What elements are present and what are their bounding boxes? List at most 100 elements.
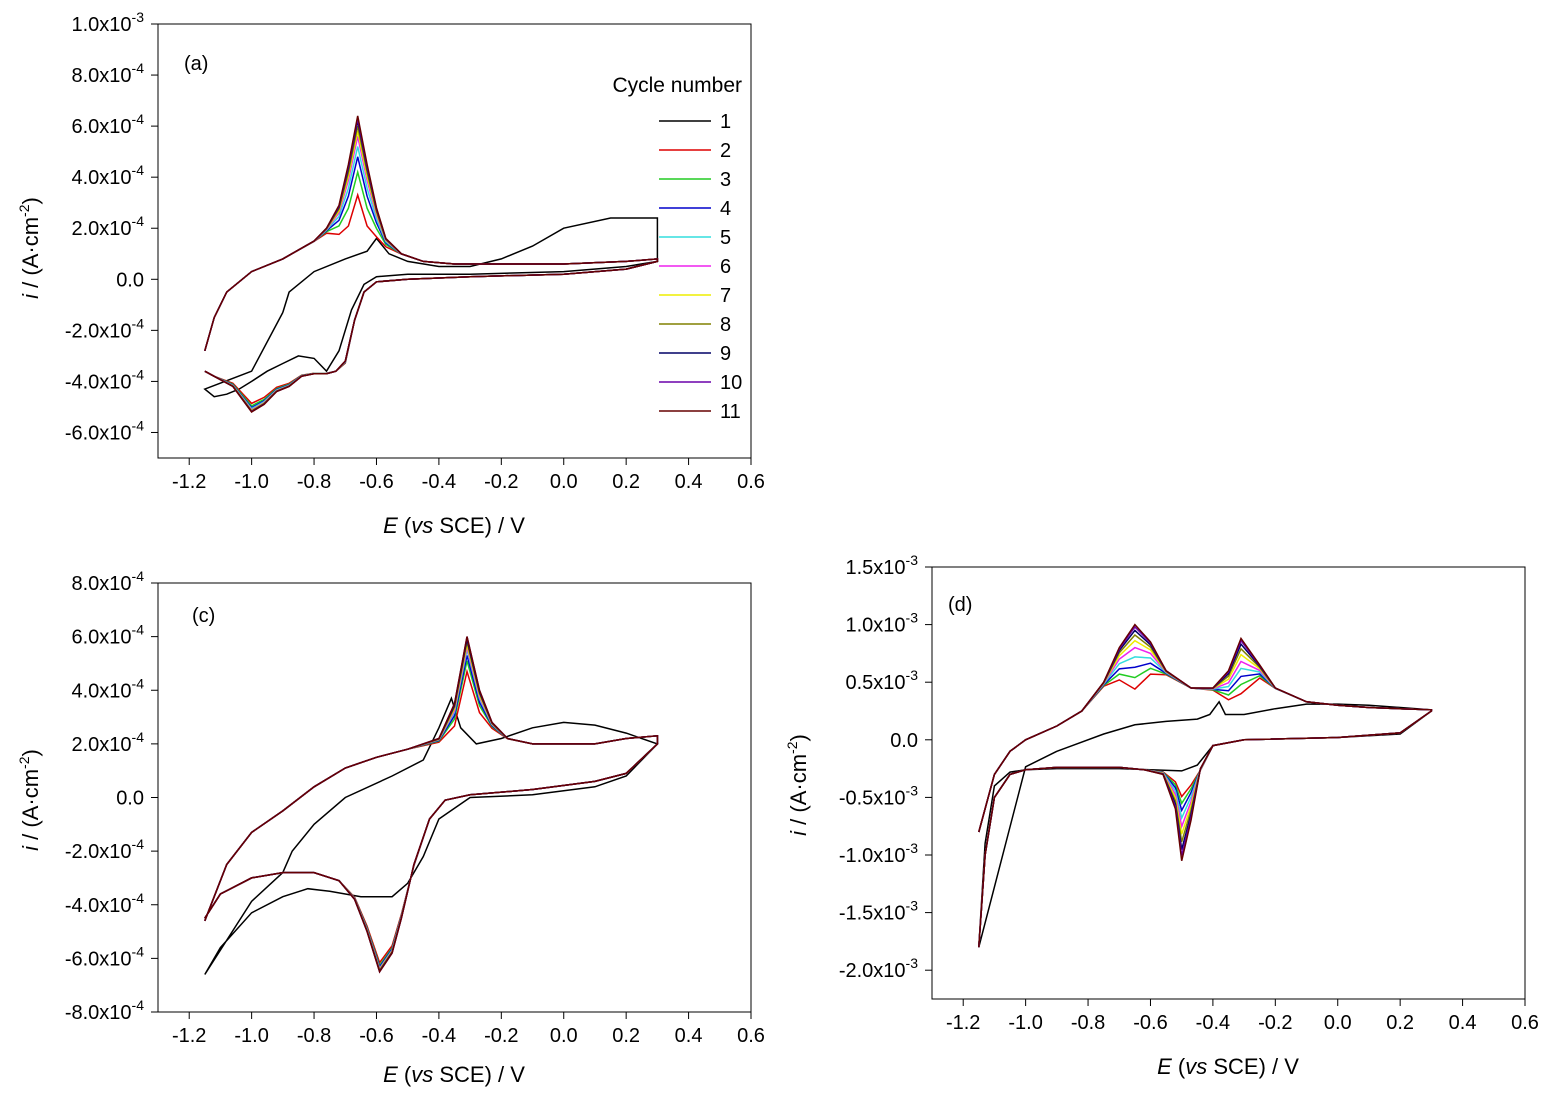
x-axis: -1.2 -1.0 -0.8 -0.6 -0.4 -0.2 0.0 0.2 0.4 0.6 (172, 1012, 765, 1047)
x-tick-label: -0.8 (1071, 1012, 1105, 1034)
y-tick-label: 0.0 (890, 730, 918, 752)
y-axis-title-exp: -2 (784, 741, 800, 754)
y-tick-label: 1.0x10-3 (71, 9, 144, 36)
y-tick-label: 8.0x10-4 (71, 568, 144, 595)
y-axis-title-var: i (18, 845, 43, 851)
series-layer (203, 115, 659, 413)
legend: Cycle number 1 2 3 4 5 6 7 8 9 10 11 (612, 74, 742, 423)
y-tick-label: -8.0x10-4 (65, 997, 144, 1024)
legend-label: 2 (720, 140, 731, 162)
series-line-cycle-6 (204, 647, 659, 971)
x-tick-label: -1.0 (234, 471, 268, 493)
x-axis-title: E (vs SCE) / V (1157, 1054, 1299, 1079)
x-tick-label: 0.4 (1449, 1012, 1477, 1034)
y-tick-label: -6.0x10-4 (65, 417, 144, 444)
legend-label: 5 (720, 227, 731, 249)
y-axis-title-var: i (18, 293, 43, 299)
y-tick-label: 6.0x10-4 (71, 111, 144, 138)
y-axis-title-close: ) (18, 197, 43, 204)
series-line-cycle-4 (978, 662, 1433, 948)
series-line-cycle-11 (978, 623, 1433, 948)
series-line-cycle-4 (204, 156, 659, 409)
y-axis: -6.0x10-4 -4.0x10-4 -2.0x10-4 0.0 2.0x10-4 4.… (65, 9, 158, 444)
series-line-cycle-11 (204, 115, 659, 413)
y-tick-label: -6.0x10-4 (65, 943, 144, 970)
x-axis-title-vs: vs (1185, 1054, 1207, 1079)
y-tick-label: 2.0x10-4 (71, 729, 144, 756)
x-axis-title-vs: vs (411, 1062, 433, 1087)
x-tick-label: -1.2 (946, 1012, 980, 1034)
series-layer (978, 623, 1433, 948)
y-tick-label: -4.0x10-4 (65, 890, 144, 917)
series-line-cycle-1 (204, 696, 659, 975)
legend-label: 8 (720, 314, 731, 336)
series-line-cycle-8 (978, 633, 1433, 948)
y-tick-label: -4.0x10-4 (65, 366, 144, 393)
series-line-cycle-2 (978, 673, 1433, 948)
legend-items: 1 2 3 4 5 6 7 8 9 10 11 (659, 111, 742, 423)
x-axis-title-unit: SCE) / V (433, 1062, 525, 1087)
x-axis: -1.2 -1.0 -0.8 -0.6 -0.4 -0.2 0.0 0.2 0.4 0.6 (946, 999, 1539, 1034)
chart-panel-a: -1.2 -1.0 -0.8 -0.6 -0.4 -0.2 0.0 0.2 0.4 0.6 -6.… (16, 9, 765, 538)
legend-label: 7 (720, 285, 731, 307)
legend-label: 4 (720, 198, 731, 220)
series-line-cycle-11 (204, 636, 659, 974)
x-tick-label: 0.6 (1511, 1012, 1539, 1034)
legend-label: 6 (720, 256, 731, 278)
y-axis: -8.0x10-4 -6.0x10-4 -4.0x10-4 -2.0x10-4 0.0 2… (65, 568, 158, 1024)
series-layer (204, 636, 659, 975)
chart-panel-c: -1.2 -1.0 -0.8 -0.6 -0.4 -0.2 0.0 0.2 0.4 0.6 -8.… (16, 568, 765, 1087)
y-tick-label: -1.0x10-3 (839, 840, 918, 867)
y-axis-title-var: i (786, 830, 811, 836)
series-line-cycle-5 (204, 649, 659, 970)
x-tick-label: 0.2 (612, 471, 640, 493)
x-tick-label: 0.6 (737, 471, 765, 493)
y-axis-title: i / (A·cm-2) (16, 749, 43, 851)
x-axis-title-var: E (383, 513, 398, 538)
series-line-cycle-4 (204, 655, 659, 969)
y-tick-label: 2.0x10-4 (71, 213, 144, 240)
y-axis-title-exp: -2 (16, 204, 32, 217)
x-tick-label: 0.0 (550, 471, 578, 493)
y-axis-title-part: / (A·cm (18, 217, 43, 294)
y-axis-title-close: ) (786, 734, 811, 741)
legend-label: 11 (720, 401, 741, 423)
y-axis-title-part: / (A·cm (786, 754, 811, 831)
y-tick-label: -2.0x10-4 (65, 836, 144, 863)
y-axis: -2.0x10-3 -1.5x10-3 -1.0x10-3 -0.5x10-3 0.0 0… (839, 552, 932, 982)
y-tick-label: 0.0 (116, 788, 144, 810)
x-tick-label: -0.6 (359, 471, 393, 493)
y-axis-title-close: ) (18, 749, 43, 756)
y-tick-label: 1.0x10-3 (845, 610, 918, 637)
y-tick-label: 0.0 (116, 269, 144, 291)
series-line-cycle-7 (204, 644, 659, 972)
y-axis-title-part: / (A·cm (18, 769, 43, 846)
x-axis-title: E (vs SCE) / V (383, 1062, 525, 1087)
legend-label: 9 (720, 343, 731, 365)
legend-label: 10 (720, 372, 742, 394)
x-axis-title-unit: SCE) / V (1207, 1054, 1299, 1079)
plot-frame (157, 23, 752, 459)
x-tick-label: 0.2 (1386, 1012, 1414, 1034)
y-tick-label: -1.5x10-3 (839, 898, 918, 925)
x-tick-label: 0.4 (675, 1025, 703, 1047)
x-tick-label: -1.0 (1008, 1012, 1042, 1034)
y-tick-label: 4.0x10-4 (71, 162, 144, 189)
legend-label: 3 (720, 169, 731, 191)
series-line-cycle-1 (203, 217, 659, 398)
x-axis-title: E (vs SCE) / V (383, 513, 525, 538)
y-axis-title: i / (A·cm-2) (16, 197, 43, 299)
y-tick-label: -2.0x10-3 (839, 955, 918, 982)
panel-label: (a) (184, 53, 208, 75)
x-tick-label: -1.2 (172, 471, 206, 493)
x-tick-label: 0.0 (1324, 1012, 1352, 1034)
series-line-cycle-9 (204, 639, 659, 973)
series-line-cycle-7 (978, 639, 1433, 948)
x-tick-label: -0.2 (1258, 1012, 1292, 1034)
series-line-cycle-3 (204, 169, 659, 407)
x-axis-title-var: E (1157, 1054, 1172, 1079)
legend-label: 1 (720, 111, 731, 133)
legend-title: Cycle number (612, 74, 742, 97)
x-tick-label: -1.2 (172, 1025, 206, 1047)
x-tick-label: 0.0 (550, 1025, 578, 1047)
